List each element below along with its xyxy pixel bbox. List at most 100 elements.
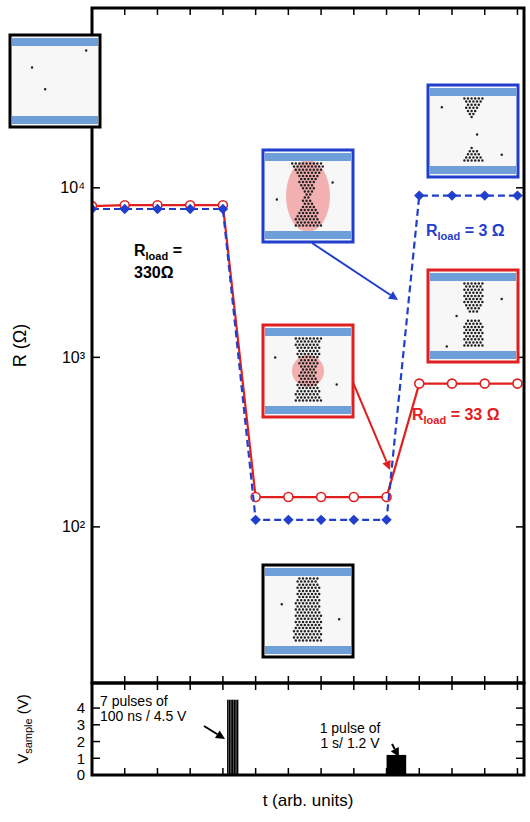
electrode	[265, 231, 351, 239]
label-sub: load	[146, 250, 169, 262]
y-tick-label: 4	[77, 699, 85, 716]
annotation: Rload = 33 Ω	[412, 406, 500, 426]
electrode	[12, 116, 98, 124]
atoms	[446, 282, 503, 348]
marker	[513, 379, 522, 388]
label-sub: load	[424, 414, 447, 426]
label: Rload = 33 Ω	[412, 406, 500, 426]
y-tick-label: 10³	[62, 349, 86, 366]
marker	[480, 190, 490, 200]
inset	[263, 150, 353, 242]
marker	[381, 515, 391, 525]
y-axis-title: Vsample (V)	[14, 694, 34, 764]
label-after: = 3 Ω	[460, 222, 505, 239]
label: Rload = 3 Ω	[426, 222, 505, 242]
y-tick-label: 2	[77, 733, 85, 750]
label: Rload =	[134, 242, 182, 262]
electrode	[265, 328, 351, 336]
arrow-shaft	[392, 744, 395, 749]
arrow	[204, 726, 225, 739]
marker	[120, 204, 130, 214]
series-line	[92, 196, 517, 520]
arrow-shaft	[312, 243, 390, 295]
inset	[428, 270, 518, 362]
y-tick-label: 10⁴	[60, 179, 85, 196]
marker	[480, 379, 489, 388]
electrode	[430, 166, 516, 174]
pulse	[235, 700, 237, 775]
label-base: R	[134, 242, 146, 259]
annotation-line: 1 pulse of	[320, 720, 381, 736]
annotation-line: 100 ns / 4.5 V	[100, 708, 187, 724]
label-after: = 33 Ω	[446, 406, 499, 423]
arrow	[352, 380, 391, 470]
arrow-head	[382, 460, 390, 470]
annotation-line: 7 pulses of	[100, 693, 168, 709]
inset-frame	[263, 565, 353, 657]
label-sub: sample	[22, 718, 34, 753]
label-after: (V)	[14, 694, 31, 718]
y-tick-label: 1	[77, 750, 85, 767]
marks	[228, 700, 406, 775]
inset	[10, 35, 100, 127]
atoms	[281, 577, 341, 642]
pulse	[234, 700, 236, 775]
marker	[448, 379, 457, 388]
pulse	[237, 700, 239, 775]
electrode	[265, 153, 351, 161]
x-axis-title: t (arb. units)	[263, 791, 354, 810]
inset-frame	[10, 35, 100, 127]
atoms	[441, 97, 503, 162]
plot-frame	[92, 683, 524, 775]
label-base: R	[412, 406, 424, 423]
figure: 10²10³10⁴R (Ω)Rload =330ΩRload = 3 ΩRloa…	[0, 0, 530, 822]
annotation: Rload = 330Ω	[134, 242, 182, 281]
arrow-head	[388, 291, 398, 300]
inset	[428, 85, 518, 177]
y-axis-title: R (Ω)	[10, 324, 30, 367]
inset-frame	[263, 325, 353, 417]
inset-frame	[428, 270, 518, 362]
marker	[317, 493, 326, 502]
marker	[284, 493, 293, 502]
inset-frame	[263, 150, 353, 242]
label-base: R	[426, 222, 438, 239]
annotation-line: 330Ω	[134, 264, 174, 281]
arrow-shaft	[204, 726, 217, 734]
pulse-block	[387, 755, 407, 775]
arrow	[391, 744, 399, 757]
annotation-line: 1 s/ 1.2 V	[320, 735, 380, 751]
atoms	[276, 162, 334, 227]
marker	[415, 379, 424, 388]
pulse	[230, 700, 232, 775]
marker	[218, 204, 228, 214]
marker	[512, 190, 522, 200]
electrode	[430, 88, 516, 96]
inset-frame	[428, 85, 518, 177]
arrow-head	[215, 730, 225, 739]
marker	[250, 515, 260, 525]
arrow-head	[391, 747, 399, 757]
y-tick-label: 10²	[62, 518, 86, 535]
electrode	[12, 38, 98, 46]
pulse	[227, 700, 229, 775]
heat-zone	[286, 160, 330, 232]
arrow	[312, 243, 398, 300]
marker	[283, 515, 293, 525]
electrode	[265, 406, 351, 414]
label-base: V	[14, 754, 31, 764]
pulse	[232, 700, 234, 775]
marker	[447, 190, 457, 200]
pulse	[229, 700, 231, 775]
y-tick-label: 3	[77, 716, 85, 733]
electrode	[430, 351, 516, 359]
marker	[152, 204, 162, 214]
electrode	[430, 273, 516, 281]
plot-frame	[92, 8, 524, 683]
inset	[263, 565, 353, 657]
marker	[316, 515, 326, 525]
atoms	[31, 49, 88, 90]
series-line	[92, 205, 517, 497]
y-tick-label: 0	[77, 766, 85, 783]
arrow-shaft	[352, 380, 386, 462]
